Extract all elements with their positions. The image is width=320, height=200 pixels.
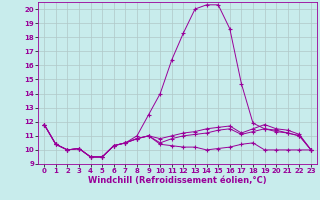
X-axis label: Windchill (Refroidissement éolien,°C): Windchill (Refroidissement éolien,°C) (88, 176, 267, 185)
